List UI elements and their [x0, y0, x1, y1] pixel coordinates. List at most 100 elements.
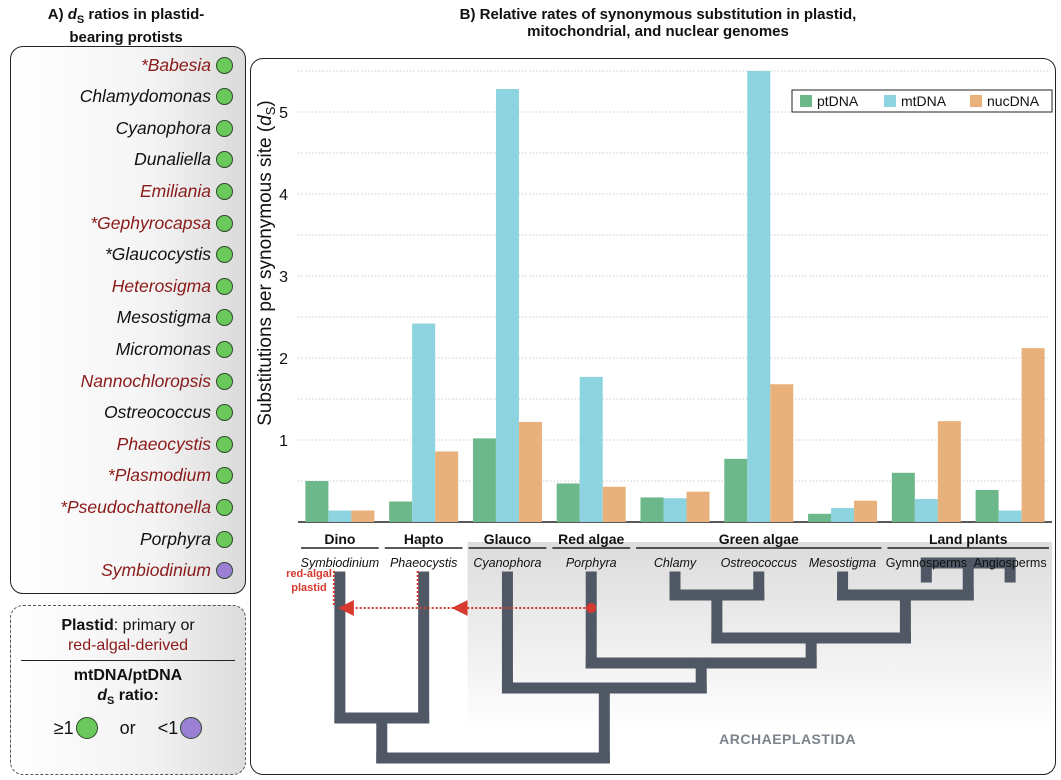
legend-red-derived: red-algal-derived — [67, 637, 189, 654]
bar-mtDNA-Cyanophora — [495, 89, 519, 522]
legend-or-label: or — [119, 717, 136, 738]
legend-lt1-label: <1 — [157, 717, 179, 738]
species-name: Heterosigma — [111, 275, 211, 296]
legend-label-ptDNA: ptDNA — [817, 93, 859, 109]
species-name: *Gephyrocapsa — [90, 212, 211, 233]
bar-nucDNA-Angiosperms — [1021, 348, 1045, 522]
category-label: Phaeocystis — [390, 556, 457, 570]
green-circle-icon — [216, 119, 233, 137]
species-name: Cyanophora — [115, 117, 211, 138]
bar-nucDNA-Cyanophora — [518, 421, 542, 522]
category-label: Gymnosperms — [886, 556, 967, 570]
green-circle-icon — [216, 530, 233, 548]
panel-a-title-line2: bearing protists — [69, 29, 183, 46]
green-circle-icon — [216, 56, 233, 74]
species-name: Ostreococcus — [104, 402, 211, 423]
group-label: Land plants — [929, 531, 1008, 547]
y-axis-label: Substitutions per synonymous site (dS) — [255, 100, 278, 426]
bar-nucDNA-Phaeocystis — [435, 451, 459, 522]
legend-ratio-line2: dS ratio: — [11, 686, 245, 711]
bar-ptDNA-Ostreococcus — [724, 458, 748, 522]
panel-b-title-line1: B) Relative rates of synonymous substitu… — [459, 6, 857, 23]
bar-mtDNA-Mesostigma — [831, 508, 855, 522]
legend-ratio-row: ≥1 or <1 — [11, 717, 245, 740]
green-circle-icon — [216, 88, 233, 106]
bar-mtDNA-Gymnosperms — [914, 499, 938, 522]
bar-mtDNA-Ostreococcus — [747, 71, 771, 522]
y-tick-label: 1 — [279, 433, 288, 450]
bar-ptDNA-Mesostigma — [808, 513, 832, 522]
y-tick-label: 2 — [279, 351, 288, 368]
legend-plastid-line: Plastid: primary or — [11, 616, 245, 636]
green-circle-icon — [216, 151, 233, 169]
legend-ratio-sub: S — [106, 695, 115, 708]
species-row: Heterosigma — [11, 274, 233, 298]
bar-ptDNA-Chlamy — [640, 497, 664, 522]
group-label: Glauco — [484, 531, 531, 547]
species-row: Ostreococcus — [11, 401, 233, 425]
species-name: Mesostigma — [116, 307, 211, 328]
group-label: Green algae — [719, 531, 799, 547]
category-label: Porphyra — [566, 556, 617, 570]
panel-b-frame — [250, 58, 1056, 775]
bar-nucDNA-Chlamy — [686, 491, 710, 522]
bar-mtDNA-Porphyra — [579, 376, 603, 522]
species-row: Emiliania — [11, 179, 233, 203]
legend-plastid-rest: : primary or — [113, 617, 195, 634]
green-circle-icon — [216, 404, 233, 422]
species-name: Dunaliella — [134, 149, 211, 170]
green-circle-icon — [216, 214, 233, 232]
legend-box: Plastid: primary or red-algal-derived mt… — [10, 605, 246, 775]
species-row: *Pseudochattonella — [11, 495, 233, 519]
species-row: *Gephyrocapsa — [11, 211, 233, 235]
species-row: Micromonas — [11, 337, 233, 361]
red-plastid-label: plastid — [291, 582, 326, 594]
legend-swatch-ptDNA — [800, 95, 812, 107]
legend-ge1-label: ≥1 — [53, 717, 74, 738]
species-name: Phaeocystis — [116, 433, 211, 454]
green-circle-icon — [216, 277, 233, 295]
green-circle-icon — [216, 498, 233, 516]
species-row: Dunaliella — [11, 148, 233, 172]
species-row: *Glaucocystis — [11, 243, 233, 267]
red-plastid-label: red-algal — [286, 568, 332, 580]
panel-a-title-ds: d — [67, 6, 77, 23]
bar-nucDNA-Mesostigma — [854, 500, 878, 522]
panel-b-title: B) Relative rates of synonymous substitu… — [268, 6, 1048, 40]
species-row: *Babesia — [11, 53, 233, 77]
y-tick-label: 3 — [279, 269, 288, 286]
red-plastid-origin-dot — [586, 603, 597, 613]
purple-circle-icon — [216, 562, 233, 580]
bar-ptDNA-Phaeocystis — [389, 501, 413, 522]
legend-purple-circle-icon — [180, 717, 203, 740]
legend-swatch-mtDNA — [884, 95, 896, 107]
group-label: Red algae — [558, 531, 624, 547]
bar-nucDNA-Symbiodinium — [351, 510, 375, 522]
panel-a-title-rest: ratios in plastid- — [84, 6, 205, 23]
legend-ratio-suffix: ratio: — [114, 687, 159, 704]
group-label: Dino — [324, 531, 355, 547]
species-row: Mesostigma — [11, 306, 233, 330]
bar-nucDNA-Gymnosperms — [937, 421, 961, 522]
category-label: Ostreococcus — [721, 556, 797, 570]
panel-b-title-line2: mitochondrial, and nuclear genomes — [527, 23, 789, 40]
category-label: Cyanophora — [473, 556, 541, 570]
species-row: *Plasmodium — [11, 464, 233, 488]
species-name: *Babesia — [140, 54, 211, 75]
species-name: Nannochloropsis — [80, 370, 211, 391]
legend-label-mtDNA: mtDNA — [901, 93, 947, 109]
species-name: *Plasmodium — [107, 465, 211, 486]
species-list: *Babesia Chlamydomonas Cyanophora Dunaliell… — [10, 46, 246, 594]
species-row: Cyanophora — [11, 116, 233, 140]
species-row: Chlamydomonas — [11, 85, 233, 109]
green-circle-icon — [216, 340, 233, 358]
bar-nucDNA-Porphyra — [602, 486, 626, 522]
green-circle-icon — [216, 467, 233, 485]
species-row: Phaeocystis — [11, 432, 233, 456]
bar-ptDNA-Cyanophora — [472, 438, 496, 522]
species-name: *Glaucocystis — [104, 244, 211, 265]
bar-nucDNA-Ostreococcus — [770, 384, 794, 522]
bar-ptDNA-Gymnosperms — [891, 472, 915, 522]
panel-a-title-prefix: A) — [47, 6, 68, 23]
